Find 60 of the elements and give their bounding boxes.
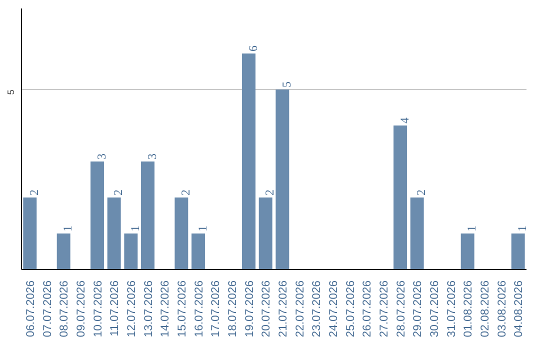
data-label: 2 [26, 190, 41, 196]
data-label: 1 [515, 226, 530, 232]
x-tick-label: 01.08.2026 [462, 280, 475, 338]
data-label: 4 [397, 118, 412, 124]
x-tick-label: 31.07.2026 [446, 280, 458, 338]
bar [258, 198, 272, 270]
bar [141, 162, 154, 270]
bar [410, 198, 424, 270]
bar [107, 198, 121, 270]
x-tick-label: 23.07.2026 [311, 280, 324, 338]
data-label: 1 [60, 226, 75, 232]
bar [192, 234, 205, 270]
x-tick-label: 21.07.2026 [277, 280, 290, 338]
x-tick-label: 17.07.2026 [210, 280, 222, 338]
x-tick-label: 14.07.2026 [160, 280, 172, 338]
x-tick-label: 28.07.2026 [395, 280, 408, 338]
x-tick-label: 30.07.2026 [428, 280, 441, 338]
bar [174, 198, 188, 270]
data-label: 2 [178, 190, 192, 196]
x-tick-label: 03.08.2026 [496, 280, 508, 338]
data-label: 2 [262, 190, 277, 196]
x-tick-label: 22.07.2026 [294, 280, 306, 338]
data-label: 3 [144, 154, 159, 160]
bar [460, 234, 474, 270]
x-tick-label: 18.07.2026 [226, 280, 239, 338]
x-tick-label: 13.07.2026 [142, 280, 155, 338]
x-tick-label: 25.07.2026 [344, 280, 357, 338]
bar [276, 90, 290, 270]
x-tick-label: 16.07.2026 [193, 280, 206, 338]
x-tick-label: 15.07.2026 [176, 280, 188, 338]
x-tick-label: 04.08.2026 [513, 280, 526, 338]
data-label: 2 [111, 190, 126, 196]
x-tick-label: 12.07.2026 [126, 280, 138, 338]
bar [242, 54, 256, 270]
x-tick-label: 29.07.2026 [412, 280, 424, 338]
data-label: 6 [246, 46, 260, 52]
x-tick-label: 11.07.2026 [109, 280, 122, 336]
x-tick-label: 09.07.2026 [75, 280, 88, 338]
data-label: 3 [94, 154, 108, 160]
x-tick-label: 19.07.2026 [244, 280, 256, 338]
bar [23, 198, 37, 270]
x-tick-label: 06.07.2026 [24, 280, 37, 338]
data-label: 1 [464, 226, 479, 232]
x-tick-label: 26.07.2026 [362, 280, 374, 338]
x-tick-label: 08.07.2026 [58, 280, 71, 338]
data-label: 5 [279, 82, 294, 88]
data-label: 2 [414, 190, 428, 196]
data-label: 1 [128, 226, 142, 232]
x-tick-label: 02.08.2026 [479, 280, 492, 338]
bar [511, 234, 525, 270]
x-tick-label: 10.07.2026 [92, 280, 104, 338]
bar [56, 234, 70, 270]
bar [124, 234, 138, 270]
bar [394, 126, 407, 270]
x-tick-label: 27.07.2026 [378, 280, 390, 338]
data-label: 1 [195, 226, 210, 232]
x-tick-label: 24.07.2026 [328, 280, 340, 338]
x-tick-label: 07.07.2026 [42, 280, 54, 338]
bar [90, 162, 104, 270]
x-tick-label: 20.07.2026 [260, 280, 273, 338]
